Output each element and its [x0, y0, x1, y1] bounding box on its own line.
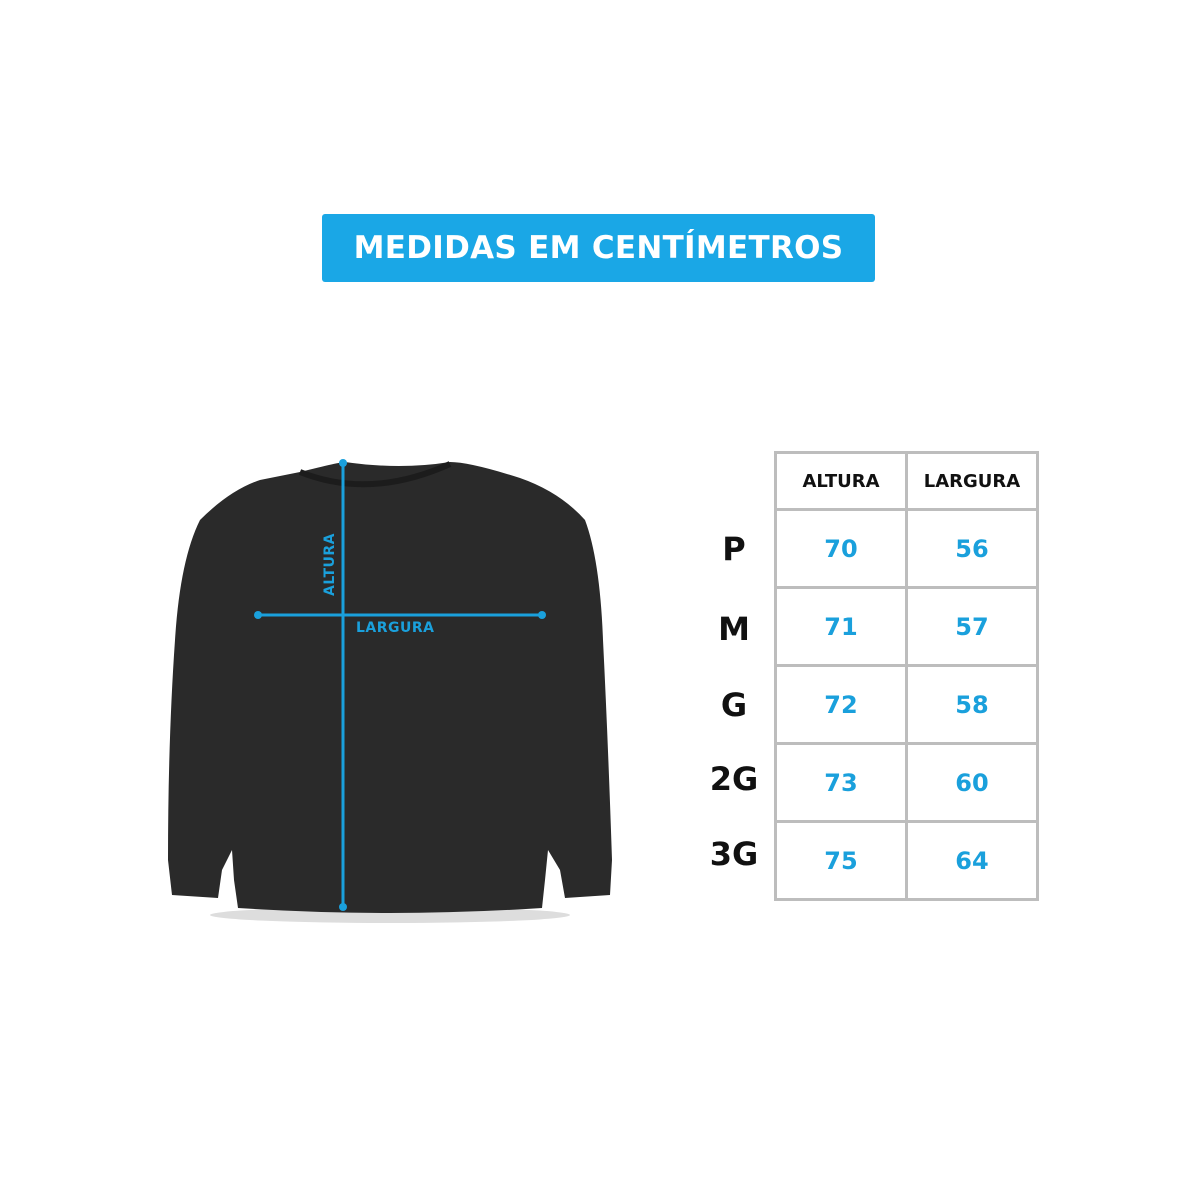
- table-row: 73 60: [774, 742, 1039, 823]
- table-row: 70 56: [774, 508, 1039, 589]
- size-table: ALTURA LARGURA 70 56 71 57 72 58 73 60 7…: [774, 451, 1039, 901]
- header-altura: ALTURA: [774, 451, 908, 511]
- cell-largura: 58: [905, 664, 1039, 745]
- table-row: 75 64: [774, 820, 1039, 901]
- cell-largura: 56: [905, 508, 1039, 589]
- cell-altura: 70: [774, 508, 908, 589]
- cell-altura: 75: [774, 820, 908, 901]
- cell-largura: 57: [905, 586, 1039, 667]
- altura-label: ALTURA: [322, 533, 338, 596]
- table-row: 72 58: [774, 664, 1039, 745]
- width-endpoint-right: [538, 611, 546, 619]
- size-label-3g: 3G: [709, 835, 759, 873]
- height-endpoint-bottom: [339, 903, 347, 911]
- table-header: ALTURA LARGURA: [774, 451, 1039, 511]
- sweatshirt-body: [168, 462, 612, 913]
- cell-largura: 60: [905, 742, 1039, 823]
- size-label-m: M: [718, 610, 750, 648]
- size-label-p: P: [722, 530, 746, 568]
- table-row: 71 57: [774, 586, 1039, 667]
- header-largura: LARGURA: [905, 451, 1039, 511]
- largura-label: LARGURA: [356, 620, 435, 636]
- title-banner: MEDIDAS EM CENTÍMETROS: [322, 214, 875, 282]
- collar: [298, 461, 452, 488]
- cell-largura: 64: [905, 820, 1039, 901]
- size-label-g: G: [720, 686, 748, 724]
- size-label-2g: 2G: [709, 760, 759, 798]
- width-endpoint-left: [254, 611, 262, 619]
- cell-altura: 73: [774, 742, 908, 823]
- height-endpoint-top: [339, 459, 347, 467]
- cell-altura: 71: [774, 586, 908, 667]
- cell-altura: 72: [774, 664, 908, 745]
